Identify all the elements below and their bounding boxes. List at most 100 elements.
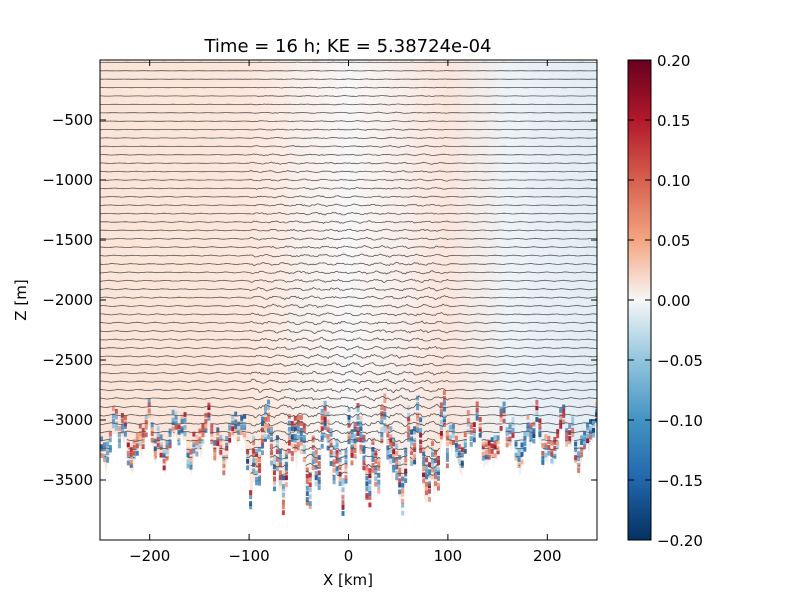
heatmap-cell xyxy=(103,454,106,459)
contour-line xyxy=(100,261,597,266)
heatmap-cell xyxy=(213,455,217,461)
heatmap-cell xyxy=(117,438,121,444)
heatmap-cell xyxy=(386,450,390,455)
heatmap-cell xyxy=(428,481,431,486)
heatmap-cell xyxy=(383,415,387,420)
heatmap-cell xyxy=(353,453,357,459)
heatmap-cell xyxy=(177,438,181,444)
heatmap-cell xyxy=(425,468,428,474)
heatmap-cell xyxy=(410,446,414,452)
heatmap-cell xyxy=(359,433,363,439)
heatmap-cell xyxy=(350,460,354,466)
heatmap-cell xyxy=(275,466,279,472)
contour-line xyxy=(100,437,591,444)
heatmap-cell xyxy=(308,501,312,506)
heatmap-cell xyxy=(511,416,515,422)
heatmap-cell xyxy=(395,443,399,449)
heatmap-cell xyxy=(159,445,163,450)
heatmap-cell xyxy=(493,441,497,446)
heatmap-cell xyxy=(395,475,399,481)
heatmap-cell xyxy=(502,401,506,407)
contour-line xyxy=(100,312,597,317)
heatmap-cell xyxy=(442,390,446,395)
heatmap-cell xyxy=(332,445,336,450)
heatmap-cell xyxy=(368,502,372,508)
heatmap-cell xyxy=(481,451,485,457)
heatmap-cell xyxy=(425,485,428,491)
heatmap-cell xyxy=(380,438,384,444)
heatmap-cell xyxy=(299,421,303,426)
heatmap-cell xyxy=(460,447,464,453)
heatmap-cell xyxy=(138,441,142,446)
chart-title: Time = 16 h; KE = 5.38724e-04 xyxy=(203,36,491,57)
heatmap-cell xyxy=(132,450,136,456)
heatmap-cell xyxy=(275,444,279,449)
heatmap-cell xyxy=(171,426,175,432)
heatmap-cell xyxy=(305,479,309,484)
heatmap-cell xyxy=(213,452,217,457)
heatmap-cell xyxy=(368,473,372,479)
heatmap-cell xyxy=(249,504,253,510)
heatmap-cell xyxy=(258,480,261,486)
heatmap-cell xyxy=(237,427,241,433)
heatmap-cell xyxy=(493,444,497,450)
heatmap-cell xyxy=(496,446,500,451)
heatmap-cell xyxy=(398,482,402,488)
heatmap-cell xyxy=(439,408,443,414)
x-tick-label: 200 xyxy=(533,547,562,565)
heatmap-cell xyxy=(428,497,431,502)
heatmap-cell xyxy=(156,436,160,442)
heatmap-cell xyxy=(103,442,106,448)
heatmap-cell xyxy=(195,440,199,446)
heatmap-cell xyxy=(341,494,345,500)
heatmap-cell xyxy=(317,476,321,482)
heatmap-cell xyxy=(392,437,396,443)
heatmap-cell xyxy=(168,432,172,437)
heatmap-cell xyxy=(469,436,473,441)
heatmap-cell xyxy=(353,448,357,453)
heatmap-cell xyxy=(359,449,363,454)
contour-line xyxy=(100,270,597,275)
contour-line xyxy=(100,286,597,292)
heatmap-cell xyxy=(371,468,375,473)
heatmap-cell xyxy=(231,414,235,420)
heatmap-cell xyxy=(454,447,458,452)
heatmap-cell xyxy=(305,491,309,496)
heatmap-cell xyxy=(592,432,595,438)
y-axis-label: Z [m] xyxy=(12,279,30,320)
heatmap-cell xyxy=(299,427,303,433)
contour-line xyxy=(100,253,597,258)
heatmap-cell xyxy=(362,465,366,471)
heatmap-cell xyxy=(150,437,154,443)
heatmap-cell xyxy=(270,426,273,432)
y-tick-label: −1500 xyxy=(42,231,93,249)
heatmap-cell xyxy=(317,461,321,466)
heatmap-cell xyxy=(290,421,294,426)
heatmap-cell xyxy=(383,411,387,417)
heatmap-cell xyxy=(255,476,259,482)
heatmap-cell xyxy=(302,449,306,454)
y-tick-label: −3000 xyxy=(42,411,93,429)
heatmap-cell xyxy=(192,442,196,448)
heatmap-cell xyxy=(475,410,479,416)
heatmap-cell xyxy=(353,438,357,444)
heatmap-cell xyxy=(261,421,264,427)
heatmap-cell xyxy=(529,437,533,442)
heatmap-cell xyxy=(281,484,285,489)
heatmap-cell xyxy=(177,424,181,430)
heatmap-cell xyxy=(353,427,357,432)
heatmap-cell xyxy=(487,454,491,460)
heatmap-cell xyxy=(532,428,536,434)
heatmap-cell xyxy=(401,502,405,508)
contour-line xyxy=(100,203,597,208)
heatmap-cell xyxy=(425,490,428,496)
heatmap-cell xyxy=(556,444,560,450)
heatmap-cell xyxy=(442,406,446,412)
heatmap-cell xyxy=(416,427,420,433)
heatmap-cell xyxy=(189,449,193,455)
contour-line xyxy=(100,153,597,157)
heatmap-cell xyxy=(422,447,426,453)
heatmap-cell xyxy=(407,436,411,442)
heatmap-cell xyxy=(317,485,321,490)
heatmap-cell xyxy=(302,428,306,433)
